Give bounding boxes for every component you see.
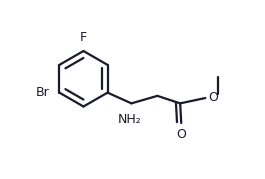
Text: F: F <box>80 31 87 44</box>
Text: Br: Br <box>36 86 49 99</box>
Text: NH₂: NH₂ <box>118 113 142 126</box>
Text: O: O <box>208 91 218 104</box>
Text: O: O <box>176 128 186 141</box>
